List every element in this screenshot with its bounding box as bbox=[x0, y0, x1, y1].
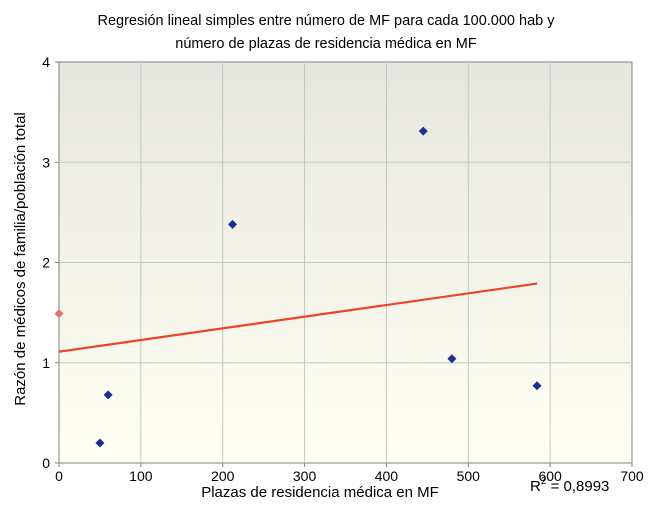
y-axis-label: Razón de médicos de familia/población to… bbox=[12, 112, 29, 406]
chart-title-line-2: número de plazas de residencia médica en… bbox=[175, 36, 477, 52]
data-point bbox=[418, 126, 428, 136]
data-point bbox=[95, 438, 105, 448]
r-squared-label: R2 = 0,8993 bbox=[530, 476, 609, 495]
x-tick-label: 100 bbox=[129, 468, 153, 484]
trend-line bbox=[58, 282, 538, 353]
data-point-highlight bbox=[54, 309, 64, 319]
data-points bbox=[54, 126, 542, 448]
x-tick-label: 700 bbox=[620, 468, 644, 484]
x-tick-label: 200 bbox=[211, 468, 235, 484]
y-tick-label: 1 bbox=[42, 355, 50, 371]
data-point bbox=[532, 381, 542, 391]
data-point bbox=[228, 219, 238, 229]
x-tick-label: 500 bbox=[457, 468, 481, 484]
grid-lines bbox=[59, 62, 632, 463]
x-tick-label: 600 bbox=[538, 468, 562, 484]
data-point bbox=[447, 354, 457, 364]
axes bbox=[55, 61, 633, 467]
x-tick-label: 400 bbox=[375, 468, 399, 484]
y-tick-label: 2 bbox=[42, 255, 50, 271]
y-tick-label: 3 bbox=[42, 154, 50, 170]
data-point bbox=[103, 390, 113, 400]
x-tick-label: 300 bbox=[293, 468, 317, 484]
chart-title-line-1: Regresión lineal simples entre número de… bbox=[97, 13, 555, 29]
tick-labels: 0 100 200 300 400 500 600 700 0 1 2 3 4 bbox=[42, 54, 644, 484]
y-tick-label: 0 bbox=[42, 455, 50, 471]
x-tick-label: 0 bbox=[55, 468, 63, 484]
y-tick-label: 4 bbox=[42, 54, 50, 70]
x-axis-label: Plazas de residencia médica en MF bbox=[201, 484, 439, 501]
